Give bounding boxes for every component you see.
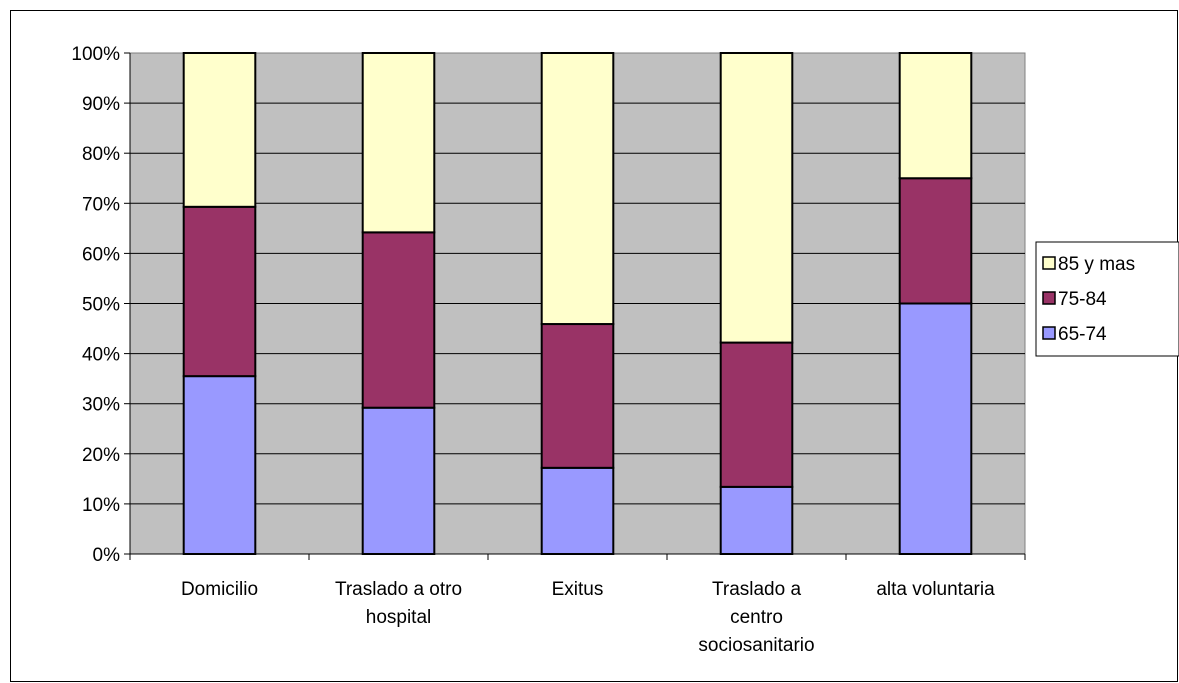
legend-box (1035, 241, 1179, 357)
legend-swatch (1042, 291, 1056, 305)
y-tick-label: 0% (93, 545, 121, 566)
bar-segment-75-84 (898, 177, 973, 305)
x-category-label: hospital (366, 607, 432, 628)
x-category-label: centro (730, 607, 783, 628)
bar-segment-75-84 (540, 323, 615, 469)
bar-segment-65-74 (540, 466, 615, 555)
bar-segment-85-y-mas (719, 52, 794, 344)
legend-label: 65-74 (1058, 324, 1107, 345)
axes (124, 52, 1026, 560)
x-category-label: alta voluntaria (876, 579, 995, 600)
x-category-labels: Domicilio Traslado a otro hospital Exitus Tr… (181, 579, 995, 656)
y-tick-label: 70% (82, 194, 120, 215)
y-tick-labels: 0% 10% 20% 30% 40% 50% 60% 70% 80% 90% 100% (71, 44, 120, 566)
bar-segment-65-74 (361, 406, 436, 556)
x-category-label: Domicilio (181, 579, 258, 600)
bar-segment-85-y-mas (182, 52, 257, 208)
legend-swatch (1042, 326, 1056, 340)
bar-segment-65-74 (898, 302, 973, 555)
bar-segment-75-84 (719, 341, 794, 488)
y-tick-label: 90% (82, 94, 120, 115)
bars (182, 52, 973, 556)
bar-segment-75-84 (182, 205, 257, 378)
legend-swatch (1042, 256, 1056, 270)
y-tick-label: 80% (82, 144, 120, 165)
bar-segment-85-y-mas (361, 52, 436, 234)
x-category-label: Traslado a (712, 579, 801, 600)
y-tick-label: 100% (71, 44, 120, 65)
legend-label: 75-84 (1058, 289, 1107, 310)
legend: 85 y mas 75-84 65-74 (1035, 241, 1179, 357)
y-tick-label: 50% (82, 295, 120, 316)
bar-segment-65-74 (719, 485, 794, 555)
y-tick-label: 10% (82, 495, 120, 516)
x-category-label: sociosanitario (698, 635, 814, 656)
bar-segment-75-84 (361, 231, 436, 409)
y-tick-label: 40% (82, 345, 120, 366)
y-tick-label: 60% (82, 244, 120, 265)
legend-label: 85 y mas (1058, 254, 1135, 275)
y-tick-label: 20% (82, 445, 120, 466)
y-tick-label: 30% (82, 395, 120, 416)
bar-segment-85-y-mas (540, 52, 615, 326)
x-category-label: Exitus (552, 579, 604, 600)
bar-segment-85-y-mas (898, 52, 973, 180)
x-category-label: Traslado a otro (335, 579, 462, 600)
bar-segment-65-74 (182, 375, 257, 555)
